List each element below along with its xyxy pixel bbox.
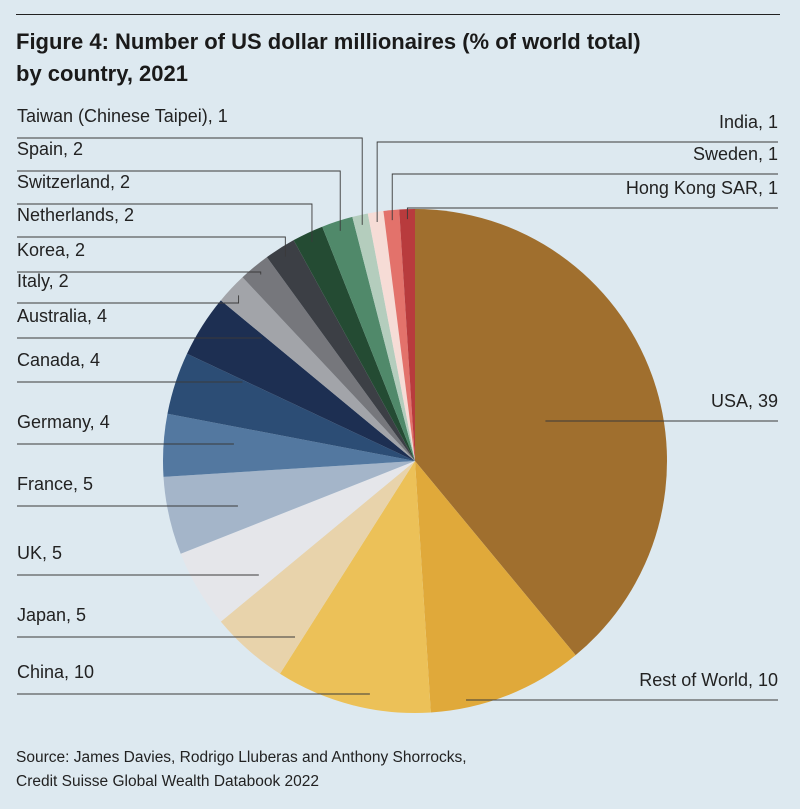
pie-slice-canada — [167, 353, 415, 461]
leader-line-sweden — [391, 173, 778, 221]
slice-label-germany: Germany, 4 — [17, 412, 110, 432]
pie-slice-germany — [163, 413, 415, 477]
leader-lines — [17, 137, 778, 701]
slice-label-usa: USA, 39 — [711, 391, 778, 411]
leader-line-taiwan-chinese-taipei — [17, 137, 363, 225]
slice-label-uk: UK, 5 — [17, 543, 62, 563]
slice-label-sweden: Sweden, 1 — [693, 144, 778, 164]
chart-title-line-1: Figure 4: Number of US dollar millionair… — [16, 29, 641, 54]
leader-line-korea — [17, 271, 262, 275]
leader-line-italy — [17, 295, 240, 304]
pie-slice-switzerland — [293, 226, 415, 461]
pie-slices — [163, 209, 668, 713]
pie-slice-taiwan-chinese-taipei — [352, 213, 415, 461]
pie-slice-china — [279, 461, 431, 713]
pie-slice-uk — [180, 461, 415, 622]
source-line-1: Source: James Davies, Rodrigo Lluberas a… — [16, 749, 467, 766]
slice-label-switzerland: Switzerland, 2 — [17, 172, 130, 192]
pie-slice-sweden — [383, 209, 415, 461]
slice-label-netherlands: Netherlands, 2 — [17, 205, 134, 225]
slice-label-france: France, 5 — [17, 474, 93, 494]
slice-label-china: China, 10 — [17, 662, 94, 682]
source-line-2: Credit Suisse Global Wealth Databook 202… — [16, 773, 319, 790]
pie-slice-hong-kong-sar — [399, 209, 415, 461]
pie-slice-rest-of-world — [415, 461, 576, 713]
slice-label-rest-of-world: Rest of World, 10 — [639, 670, 778, 690]
slice-label-korea: Korea, 2 — [17, 240, 85, 260]
pie-slice-spain — [322, 216, 415, 461]
leader-line-india — [376, 141, 778, 222]
leader-line-spain — [17, 170, 341, 231]
slice-label-spain: Spain, 2 — [17, 139, 83, 159]
slice-label-australia: Australia, 4 — [17, 306, 107, 326]
slice-labels: USA, 39 Rest of World, 10 China, 10 Japan, … — [17, 106, 778, 690]
pie-slice-korea — [242, 257, 415, 461]
chart-title-line-2: by country, 2021 — [16, 61, 188, 86]
top-rule — [16, 14, 780, 15]
leader-line-hong-kong-sar — [406, 207, 778, 220]
pie-slice-france — [163, 461, 415, 554]
slice-label-india: India, 1 — [719, 112, 778, 132]
source-note: Source: James Davies, Rodrigo Lluberas a… — [16, 746, 776, 794]
slice-label-italy: Italy, 2 — [17, 271, 69, 291]
pie-slice-japan — [220, 461, 415, 674]
pie-slice-india — [367, 210, 415, 461]
leader-line-switzerland — [17, 203, 313, 243]
pie-slice-netherlands — [266, 240, 415, 461]
slice-label-hong-kong-sar: Hong Kong SAR, 1 — [626, 178, 778, 198]
slice-label-taiwan-chinese-taipei: Taiwan (Chinese Taipei), 1 — [17, 106, 228, 126]
slice-label-japan: Japan, 5 — [17, 605, 86, 625]
pie-slice-usa — [415, 209, 668, 656]
pie-slice-italy — [220, 277, 415, 461]
pie-slice-australia — [186, 300, 415, 461]
leader-line-netherlands — [17, 236, 286, 257]
chart-title: Figure 4: Number of US dollar millionair… — [16, 26, 776, 90]
slice-label-canada: Canada, 4 — [17, 350, 100, 370]
